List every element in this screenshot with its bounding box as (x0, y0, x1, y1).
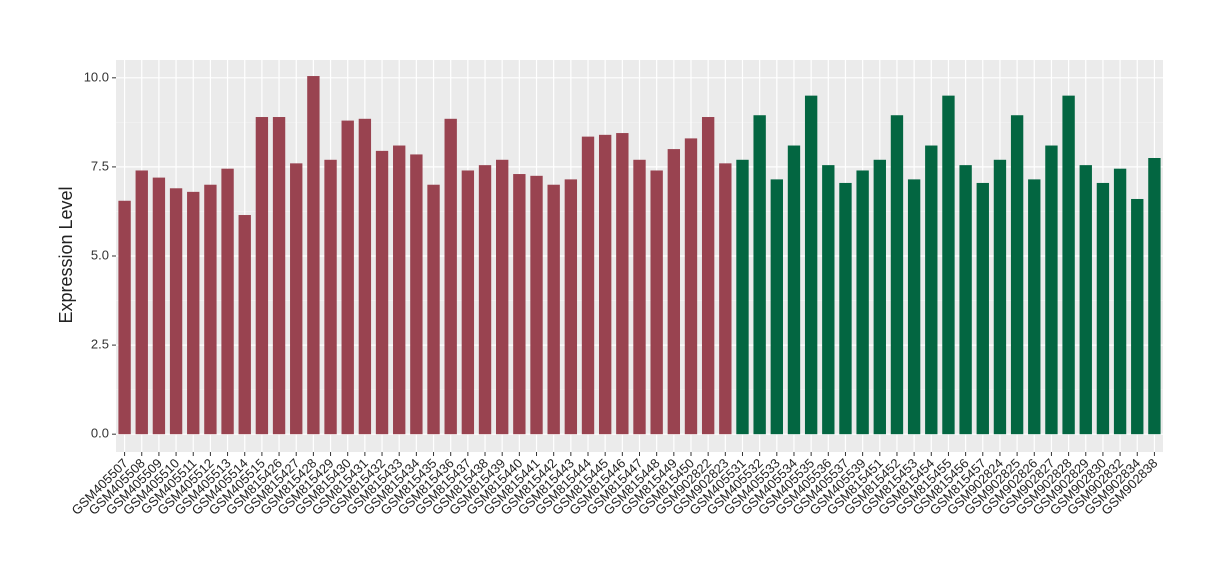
bar (993, 159, 1007, 435)
bar (719, 163, 732, 435)
bar (701, 117, 715, 435)
bar (135, 170, 148, 435)
bar (169, 188, 183, 435)
y-tick-label: 5.0 (91, 247, 109, 262)
bar (907, 179, 921, 435)
bar (238, 215, 251, 435)
bar (1028, 179, 1041, 435)
bar (1096, 182, 1110, 435)
bar (1131, 198, 1144, 435)
bar (736, 159, 749, 435)
bar (255, 117, 269, 435)
bar (770, 179, 783, 435)
bar (1079, 165, 1092, 435)
y-axis-label: Expression Level (56, 186, 76, 323)
y-tick-label: 2.5 (91, 337, 109, 352)
axes: 0.02.55.07.510.0GSM405507GSM405508GSM405… (68, 69, 1160, 517)
bar (890, 115, 904, 435)
bar (152, 177, 166, 435)
y-tick-label: 7.5 (91, 158, 109, 173)
bar (1010, 115, 1024, 435)
bar (375, 150, 389, 435)
bar (290, 163, 303, 435)
bar (187, 191, 200, 435)
bar (478, 165, 492, 435)
bar (873, 159, 886, 435)
bar (272, 117, 286, 435)
bars (118, 76, 1161, 435)
bar (118, 200, 131, 435)
bar (341, 120, 354, 435)
bar (444, 118, 457, 435)
bar (1148, 158, 1161, 435)
bar (358, 118, 372, 435)
y-tick-label: 0.0 (91, 426, 109, 441)
bar (564, 179, 578, 435)
bar (633, 159, 646, 435)
bar (221, 168, 234, 435)
bar (581, 136, 595, 435)
bar (839, 182, 852, 435)
bar (1113, 168, 1127, 435)
bar (1045, 145, 1058, 435)
bar (804, 95, 818, 435)
bar (684, 138, 698, 435)
bar (650, 170, 663, 435)
bar (598, 134, 612, 435)
bar (976, 182, 989, 435)
bar (461, 170, 475, 435)
bar (547, 184, 560, 435)
bar (616, 133, 629, 435)
bar (393, 145, 406, 435)
bar (753, 115, 766, 435)
bar (496, 159, 509, 435)
bar (410, 154, 423, 435)
bar (787, 145, 801, 435)
bar (513, 174, 526, 435)
bar (667, 149, 681, 435)
bar (324, 159, 337, 435)
bar (204, 184, 217, 435)
bar (1062, 95, 1075, 435)
bar (427, 184, 440, 435)
bar (856, 170, 869, 435)
bar (822, 165, 835, 435)
y-tick-label: 10.0 (84, 69, 109, 84)
bar (307, 76, 320, 435)
bar (959, 165, 972, 435)
bar (925, 145, 938, 435)
bar (942, 95, 955, 435)
bar (530, 175, 543, 435)
